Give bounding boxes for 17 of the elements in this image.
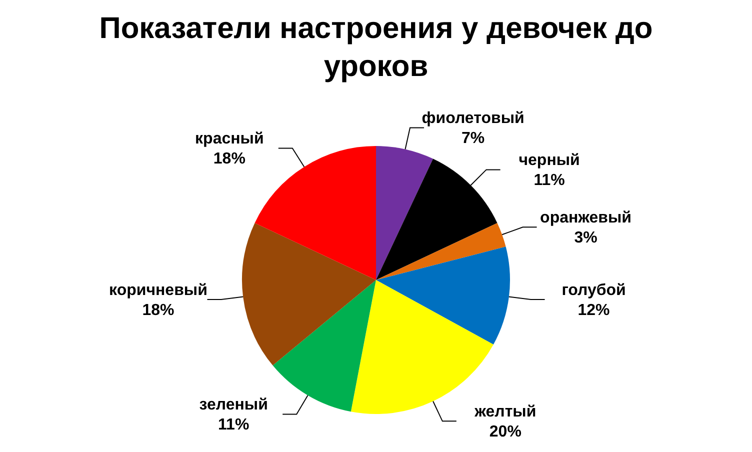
data-label: 18% — [142, 302, 174, 319]
data-label: 20% — [489, 424, 522, 441]
data-label: 18% — [213, 150, 246, 168]
slice-label: зеленый — [199, 396, 268, 414]
slice-label: фиолетовый — [422, 110, 524, 128]
slice-label: оранжевый — [540, 210, 632, 227]
chart-title: Показатели настроения у девочек до уроков — [98, 11, 654, 85]
data-label: 11% — [534, 172, 565, 190]
slice-label: желтый — [474, 404, 536, 421]
slice-label: голубой — [562, 282, 626, 299]
slice-label: коричневый — [109, 282, 208, 299]
data-label: 12% — [578, 302, 610, 319]
data-label: 3% — [574, 230, 598, 247]
slice-label: красный — [195, 130, 264, 148]
data-label: 11% — [218, 416, 250, 434]
slice-label: черный — [518, 152, 580, 170]
data-label: 7% — [461, 130, 485, 148]
